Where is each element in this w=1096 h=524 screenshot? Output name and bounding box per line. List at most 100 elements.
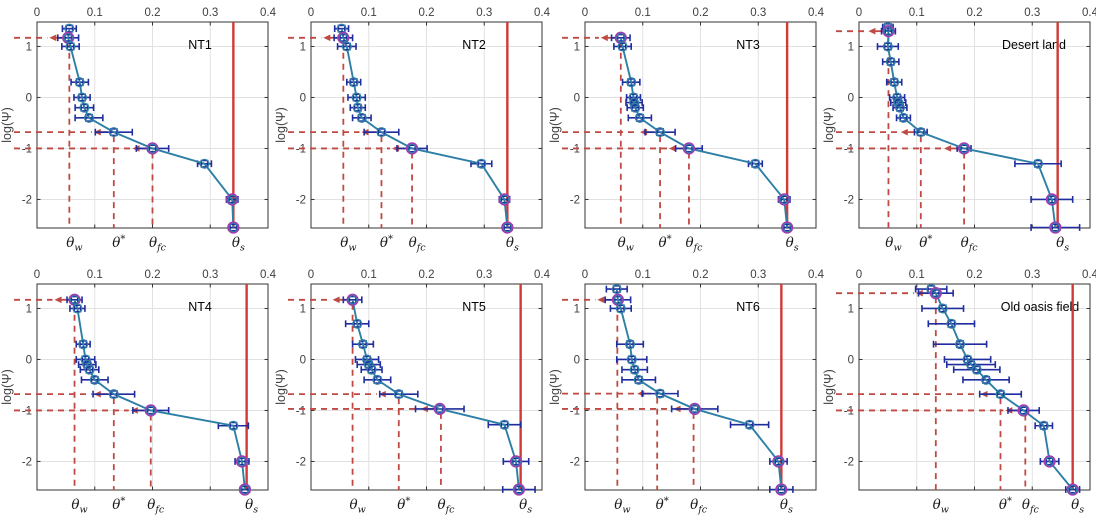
axes-5: 0 0.1 0.2 0.3 0.4 1 0 -1 -2 log(Ψ) NT4 θw θ* θfc θs: [0, 269, 277, 516]
circle-marker: [889, 77, 900, 88]
theta-label-w: θw: [885, 235, 901, 254]
circle-marker: [611, 284, 622, 295]
x-tick-label: 0.3: [202, 7, 218, 19]
y-tick-label: 1: [300, 303, 306, 315]
circle-marker: [629, 364, 640, 375]
x-tick-label: 0.3: [1024, 269, 1040, 281]
circle-marker: [626, 354, 637, 365]
circle-marker: [108, 127, 119, 138]
x-tick-label: 0.2: [967, 7, 983, 19]
circle-marker: [511, 456, 522, 467]
axes-2: 0 0.1 0.2 0.3 0.4 1 0 -1 -2 log(Ψ) NT2 θw θ* θfc θs: [274, 7, 551, 254]
circle-marker: [341, 41, 352, 52]
circle-marker: [617, 41, 628, 52]
y-tick-label: -2: [570, 194, 580, 206]
circle-marker: [1033, 158, 1044, 169]
y-tick-label: -2: [296, 194, 306, 206]
arrowhead-left-icon: [668, 145, 676, 152]
special-point-ring: [780, 221, 794, 234]
circle-marker: [372, 374, 383, 385]
circle-marker: [930, 288, 941, 299]
circle-marker: [65, 41, 76, 52]
square-marker: [630, 365, 639, 374]
subplot-nt5: 0 0.1 0.2 0.3 0.4 1 0 -1 -2 log(Ψ) NT5 θw θ* θfc θs: [274, 262, 551, 524]
square-marker: [503, 223, 512, 232]
theta-label-s: θs: [780, 497, 793, 516]
special-point-ring: [512, 483, 526, 496]
square-marker: [363, 355, 371, 364]
theta-label-s: θs: [1071, 497, 1084, 516]
circle-marker: [995, 389, 1006, 400]
square-marker: [745, 420, 754, 429]
square-marker: [635, 113, 644, 122]
square-marker: [613, 295, 622, 304]
retention-curve: [73, 299, 246, 490]
square-marker: [690, 404, 699, 413]
square-marker: [1045, 457, 1054, 466]
y-tick-label: -1: [296, 405, 306, 417]
square-marker: [353, 103, 362, 112]
axes-7: 0 0.1 0.2 0.3 0.4 1 0 -1 -2 log(Ψ) NT6 θw θ* θfc θs: [548, 269, 825, 516]
square-marker: [66, 42, 75, 51]
circle-marker: [782, 222, 793, 233]
circle-marker: [779, 194, 790, 205]
special-point-ring: [772, 455, 785, 468]
circle-marker: [366, 364, 377, 375]
square-marker: [893, 93, 902, 102]
y-tick-label: -1: [296, 143, 306, 155]
square-marker: [1034, 159, 1042, 168]
square-marker: [896, 103, 904, 112]
axes-3: 0 0.1 0.2 0.3 0.4 1 0 -1 -2 log(Ψ) NT3 θw θ* θfc θs: [548, 7, 825, 254]
theta-label-fc: θfc: [409, 235, 427, 254]
x-tick-label: 0.2: [693, 7, 709, 19]
axes-6: 0 0.1 0.2 0.3 0.4 1 0 -1 -2 log(Ψ) NT5 θw θ* θfc θs: [274, 269, 551, 516]
y-tick-label: -2: [22, 456, 32, 468]
square-marker: [884, 27, 893, 36]
square-marker: [109, 390, 118, 399]
theta-label-w: θw: [66, 235, 82, 254]
theta-label-star: θ*: [999, 496, 1012, 513]
circle-marker: [776, 484, 787, 495]
circle-marker: [434, 403, 445, 414]
square-marker: [229, 223, 238, 232]
circle-marker: [915, 127, 926, 138]
y-tick-label: 0: [574, 354, 580, 366]
x-tick-label: 0.1: [909, 7, 925, 19]
circle-marker: [78, 339, 89, 350]
subplot-nt6: 0 0.1 0.2 0.3 0.4 1 0 -1 -2 log(Ψ) NT6 θw θ* θfc θs: [548, 262, 825, 524]
square-marker: [777, 485, 786, 494]
x-tick-label: 0: [34, 7, 40, 19]
circle-marker: [348, 77, 359, 88]
circle-marker: [946, 318, 957, 329]
x-tick-label: 0.2: [419, 7, 435, 19]
y-tick-label: 1: [300, 41, 306, 53]
circle-marker: [655, 388, 666, 399]
circle-marker: [72, 303, 83, 314]
special-point-ring: [775, 483, 788, 496]
circle-marker: [80, 354, 91, 365]
square-marker: [956, 340, 965, 349]
circle-marker: [499, 419, 510, 430]
x-tick-label: 0.1: [635, 269, 651, 281]
circle-marker: [1046, 194, 1057, 205]
square-marker: [514, 485, 523, 494]
theta-label-fc: θfc: [1022, 497, 1040, 516]
square-marker: [1068, 485, 1077, 494]
circle-marker: [147, 143, 158, 154]
square-marker: [612, 285, 621, 294]
theta-label-s: θs: [232, 235, 245, 254]
theta-label-star: θ*: [112, 496, 125, 513]
x-tick-label: 0.1: [87, 269, 103, 281]
theta-label-star: θ*: [380, 234, 393, 251]
arrowhead-left-icon: [868, 27, 876, 35]
theta-label-star: θ*: [656, 496, 669, 513]
x-tick-label: 0: [308, 7, 314, 19]
y-tick-label: 0: [300, 92, 306, 104]
theta-label-star: θ*: [397, 496, 410, 513]
square-marker: [626, 340, 634, 349]
square-marker: [146, 406, 155, 415]
subplot-title: NT4: [188, 300, 212, 314]
theta-label-s: θs: [519, 497, 532, 516]
circle-marker: [937, 303, 948, 314]
